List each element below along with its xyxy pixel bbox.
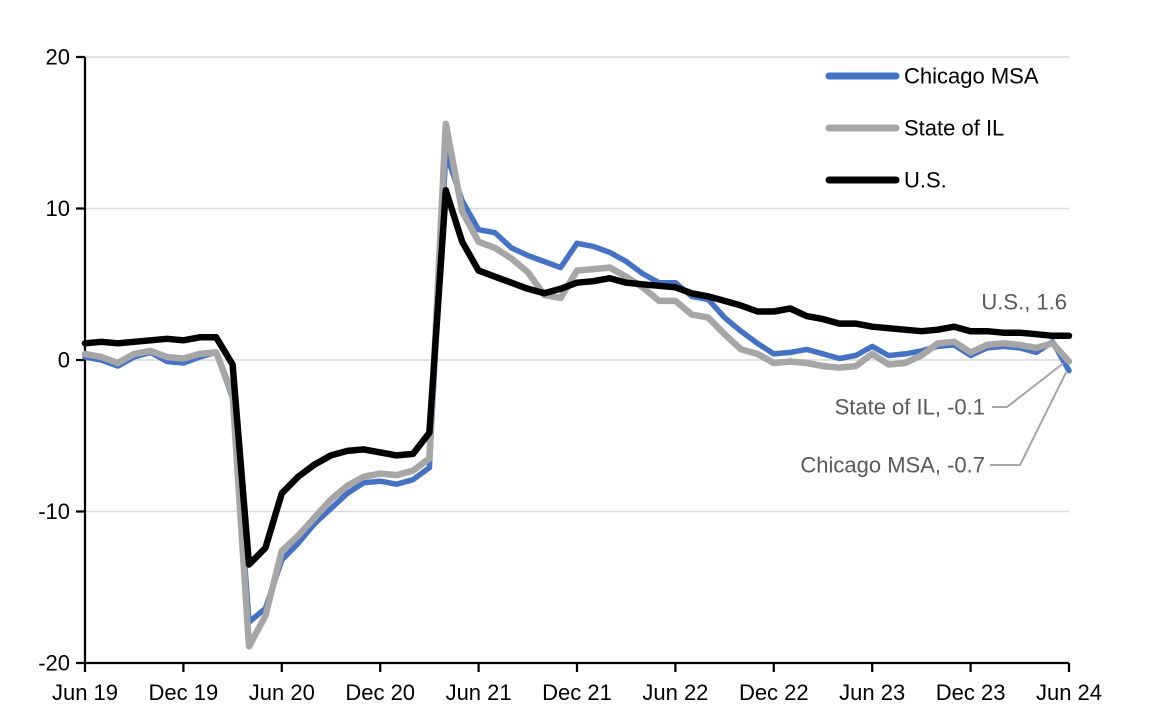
x-tick-label: Jun 23 — [839, 680, 905, 705]
us-annotation: U.S., 1.6 — [981, 290, 1067, 315]
x-tick-label: Dec 23 — [936, 680, 1006, 705]
x-tick-label: Dec 22 — [739, 680, 809, 705]
y-tick-label: -10 — [38, 499, 70, 524]
il-leader-line — [992, 362, 1064, 408]
x-tick-label: Jun 20 — [249, 680, 315, 705]
x-tick-label: Jun 19 — [52, 680, 118, 705]
series-line-u-s — [81, 187, 1073, 568]
il-annotation: State of IL, -0.1 — [835, 395, 985, 420]
legend-label-2: State of IL — [904, 116, 1004, 141]
y-tick-label: 20 — [46, 45, 70, 70]
x-tick-label: Jun 22 — [642, 680, 708, 705]
x-tick-label: Jun 24 — [1036, 680, 1102, 705]
x-tick-label: Dec 20 — [345, 680, 415, 705]
y-tick-label: 10 — [46, 196, 70, 221]
series-line-state-of-il — [81, 120, 1073, 650]
legend-label-3: U.S. — [904, 168, 947, 193]
chicago-annotation: Chicago MSA, -0.7 — [800, 453, 985, 478]
y-tick-label: 0 — [58, 348, 70, 373]
x-tick-label: Dec 19 — [149, 680, 219, 705]
chicago-leader-line — [990, 372, 1067, 466]
x-tick-label: Dec 21 — [542, 680, 612, 705]
x-tick-label: Jun 21 — [446, 680, 512, 705]
y-tick-label: -20 — [38, 651, 70, 676]
legend-label-1: Chicago MSA — [904, 64, 1039, 89]
